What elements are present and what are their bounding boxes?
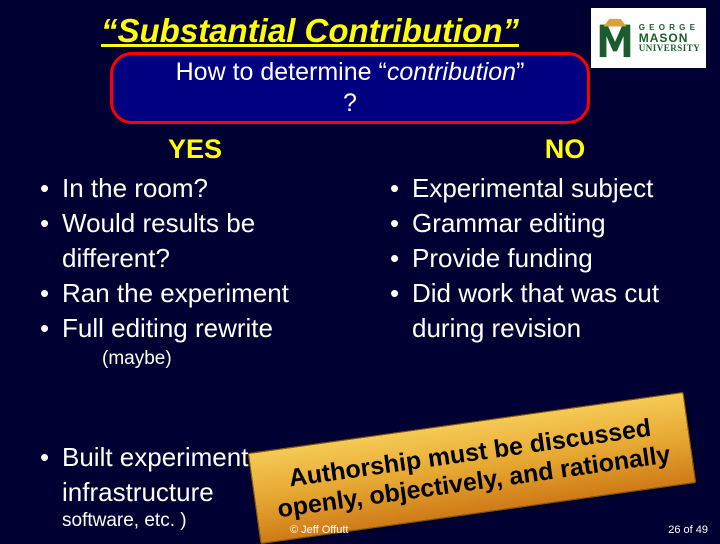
- yes-column: YES In the room? Would results be differ…: [0, 134, 360, 370]
- subtitle-prefix: How to determine “: [176, 58, 387, 86]
- maybe-label: (maybe): [40, 348, 350, 370]
- built-sub: software, etc. ): [62, 510, 187, 532]
- built-item: Built experiment infrastructure: [40, 440, 248, 510]
- subtitle-suffix: ”: [516, 58, 524, 86]
- subtitle-text: How to determine “contribution” ?: [176, 57, 525, 120]
- list-item: Provide funding: [390, 241, 700, 276]
- callout-box: Authorship must be discussed openly, obj…: [248, 392, 697, 544]
- yes-list: In the room? Would results be different?…: [40, 171, 350, 346]
- no-heading: NO: [430, 134, 700, 165]
- logo-mid-text: MASON: [639, 32, 701, 44]
- list-item: Would results be different?: [40, 206, 350, 276]
- university-logo: G E O R G E MASON UNIVERSITY: [591, 8, 706, 68]
- list-item: Ran the experiment: [40, 276, 350, 311]
- subtitle-line2: ?: [343, 89, 357, 117]
- subtitle-box: How to determine “contribution” ?: [110, 52, 590, 124]
- list-item: Full editing rewrite: [40, 311, 350, 346]
- built-line1: Built experiment: [62, 442, 248, 472]
- footer-copyright: © Jeff Offutt: [290, 524, 348, 536]
- built-line2: infrastructure: [62, 477, 214, 507]
- subtitle-italic: contribution: [387, 58, 516, 86]
- logo-bot-text: UNIVERSITY: [639, 44, 701, 53]
- footer-page-number: 26 of 49: [668, 524, 708, 536]
- callout-text: Authorship must be discussed openly, obj…: [251, 405, 694, 531]
- no-column: NO Experimental subject Grammar editing …: [360, 134, 720, 370]
- logo-m-icon: [597, 17, 633, 59]
- logo-text: G E O R G E MASON UNIVERSITY: [639, 24, 701, 53]
- yes-heading: YES: [40, 134, 350, 165]
- no-list: Experimental subject Grammar editing Pro…: [390, 171, 700, 346]
- logo-inner: G E O R G E MASON UNIVERSITY: [597, 17, 701, 59]
- list-item: Experimental subject: [390, 171, 700, 206]
- list-item: Grammar editing: [390, 206, 700, 241]
- list-item: Did work that was cut during revision: [390, 276, 700, 346]
- columns-wrap: YES In the room? Would results be differ…: [0, 134, 720, 370]
- list-item: In the room?: [40, 171, 350, 206]
